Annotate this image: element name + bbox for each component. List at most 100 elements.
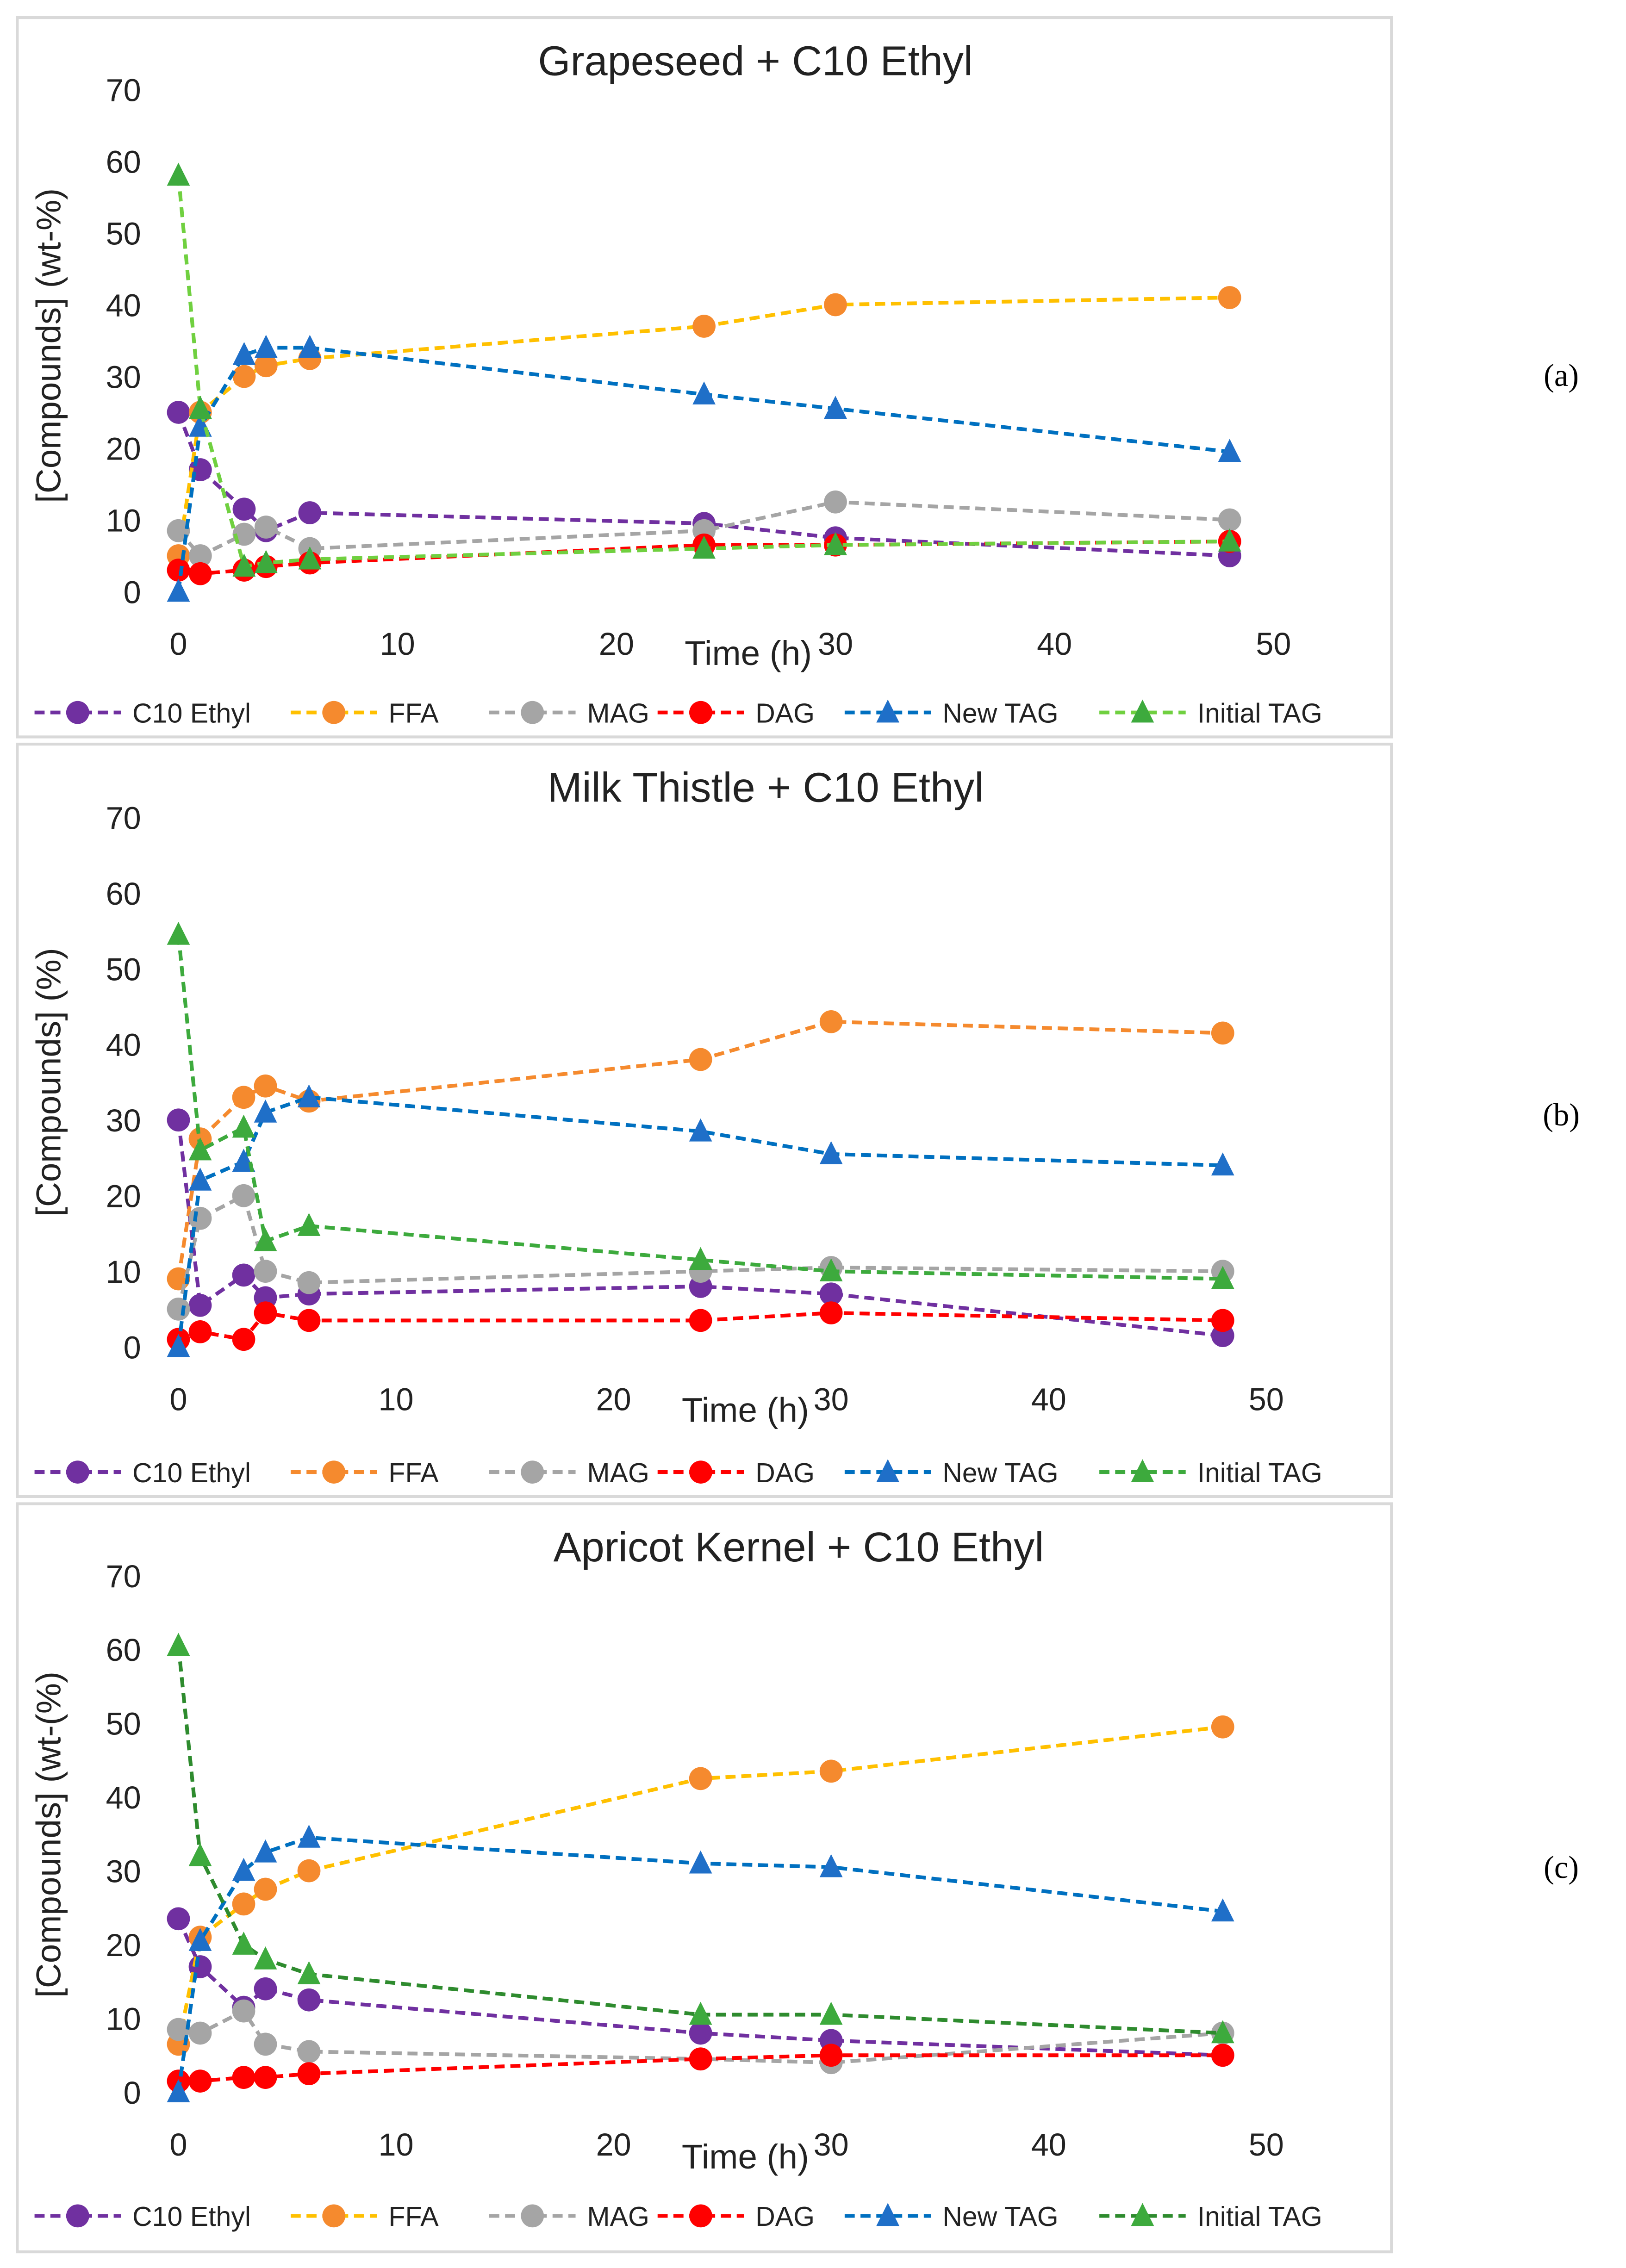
series-line	[176, 295, 1230, 556]
legend-item: MAG	[489, 698, 649, 728]
data-point	[1211, 2044, 1234, 2067]
legend-label: C10 Ethyl	[132, 698, 251, 728]
legend-label: DAG	[755, 2201, 815, 2232]
data-point	[297, 1824, 321, 1848]
data-point	[297, 1859, 321, 1883]
x-tick-label: 20	[596, 2127, 631, 2162]
data-point	[232, 1328, 255, 1351]
legend-item: Initial TAG	[1099, 2201, 1322, 2232]
data-point	[254, 335, 278, 358]
legend-item: Initial TAG	[1099, 698, 1322, 728]
y-tick-label: 10	[106, 1255, 141, 1290]
x-tick-label: 50	[1256, 627, 1291, 662]
data-point	[232, 1263, 255, 1287]
legend-marker	[1131, 699, 1154, 723]
chart-panel-c: Apricot Kernel + C10 Ethyl 0 10 20 30 40 50 0 10…	[16, 1502, 1393, 2254]
legend-label: MAG	[587, 2201, 649, 2232]
legend-item: C10 Ethyl	[34, 1458, 251, 1488]
x-tick-label: 30	[814, 1382, 849, 1417]
legend-marker	[689, 1460, 712, 1484]
y-tick-label: 60	[106, 1633, 141, 1668]
data-point	[692, 315, 716, 338]
series-initial-tag	[167, 921, 1234, 1289]
legend-item: New TAG	[844, 2201, 1059, 2232]
data-point	[819, 1301, 843, 1324]
data-point	[689, 1309, 712, 1332]
data-point	[254, 1074, 277, 1098]
legend-marker	[1131, 1459, 1154, 1482]
series-line	[176, 934, 1223, 1281]
legend-item: DAG	[657, 2201, 815, 2232]
data-point	[298, 335, 322, 358]
series-dag	[167, 1301, 1234, 1351]
data-point	[1211, 1021, 1234, 1045]
y-tick-label: 20	[106, 1179, 141, 1214]
data-point	[167, 578, 190, 602]
legend-item: MAG	[489, 1458, 649, 1488]
data-point	[1211, 1266, 1234, 1289]
legend-marker	[521, 2204, 544, 2228]
x-tick-label: 30	[814, 2127, 849, 2162]
legend-marker	[66, 2204, 89, 2228]
data-point	[689, 2047, 712, 2071]
legend-item: DAG	[657, 698, 815, 728]
x-tick-label: 0	[169, 1382, 187, 1417]
data-point	[232, 497, 256, 521]
data-point	[232, 1892, 255, 1916]
data-point	[689, 1247, 712, 1270]
data-point	[1211, 1152, 1234, 1176]
data-point	[689, 1048, 712, 1071]
data-point	[298, 546, 322, 570]
data-point	[167, 1633, 190, 1656]
y-tick-label: 10	[106, 503, 141, 538]
y-tick-label: 50	[106, 216, 141, 251]
chart-panel-a: Grapeseed + C10 Ethyl 0 10 20 30 40 50 0 10 20 30 4…	[16, 16, 1393, 739]
data-point	[232, 1086, 255, 1109]
data-point	[297, 2062, 321, 2086]
legend-item: DAG	[657, 1458, 815, 1488]
data-point	[232, 553, 256, 577]
legend-marker	[876, 2203, 900, 2226]
y-tick-label: 40	[106, 1780, 141, 1815]
legend-label: New TAG	[942, 2201, 1058, 2232]
series-new-tag	[167, 1084, 1234, 1357]
data-point	[297, 1988, 321, 2012]
data-point	[232, 1114, 255, 1138]
legend-label: Initial TAG	[1197, 1458, 1322, 1488]
data-point	[1211, 1715, 1234, 1739]
panel-label: (a)	[1544, 358, 1579, 393]
legend-label: Initial TAG	[1197, 698, 1322, 728]
legend-marker	[66, 701, 89, 724]
data-point	[819, 1282, 843, 1306]
y-tick-label: 70	[106, 73, 141, 108]
data-point	[254, 1260, 277, 1283]
data-point	[819, 2044, 843, 2067]
legend-item: FFA	[290, 1458, 439, 1488]
legend-item: FFA	[290, 2201, 439, 2232]
data-point	[1211, 1898, 1234, 1922]
data-point	[188, 1137, 212, 1161]
y-axis-label: [Compounds] (wt-%)	[29, 188, 68, 503]
data-point	[167, 1334, 190, 1357]
data-point	[188, 2021, 212, 2045]
data-point	[188, 1168, 212, 1191]
data-point	[188, 1293, 212, 1317]
y-tick-label: 10	[106, 2001, 141, 2037]
data-point	[254, 2032, 277, 2056]
series-initial-tag	[167, 1633, 1234, 2044]
legend-item: New TAG	[844, 1458, 1059, 1488]
legend-marker	[689, 701, 712, 724]
data-point	[167, 1108, 190, 1132]
data-point	[297, 1961, 321, 1984]
data-point	[819, 1759, 843, 1783]
data-point	[1218, 286, 1241, 309]
y-axis-label: [Compounds] (wt-(%)	[29, 1671, 68, 1998]
legend-marker	[876, 699, 900, 723]
y-tick-label: 30	[106, 1103, 141, 1138]
y-tick-label: 30	[106, 360, 141, 395]
series-line	[176, 1095, 1223, 1348]
x-tick-label: 0	[169, 2127, 187, 2162]
y-tick-label: 0	[124, 1330, 141, 1365]
data-point	[232, 342, 256, 365]
data-point	[1211, 1309, 1234, 1332]
